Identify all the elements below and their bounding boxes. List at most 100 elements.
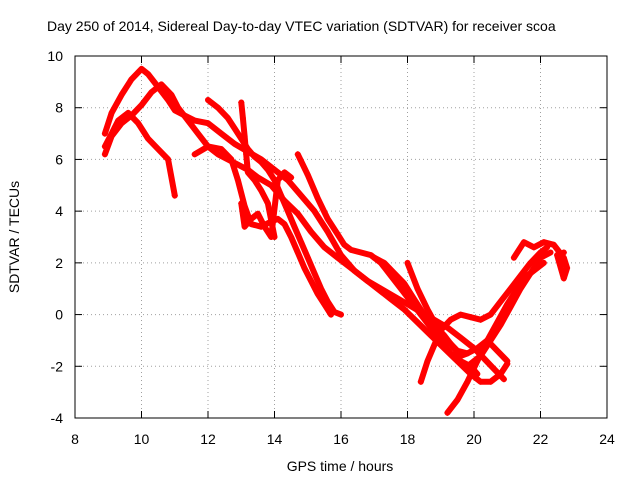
data-point-marker <box>314 290 321 297</box>
y-tick-label: 4 <box>55 203 63 219</box>
data-point-marker <box>108 109 115 116</box>
data-point-marker <box>308 277 315 284</box>
data-point-marker <box>148 89 155 96</box>
data-point-marker <box>234 177 241 184</box>
data-point-marker <box>347 265 354 272</box>
y-tick-label: 8 <box>55 100 63 116</box>
data-point-marker <box>560 249 567 256</box>
data-point-marker <box>507 303 514 310</box>
chart-title: Day 250 of 2014, Sidereal Day-to-day VTE… <box>47 18 556 34</box>
y-tick-label: 0 <box>55 307 63 323</box>
data-point-marker <box>239 115 246 122</box>
data-point-marker <box>347 246 354 253</box>
data-point-marker <box>564 265 571 272</box>
data-point-marker <box>185 117 192 124</box>
data-point-marker <box>214 104 221 111</box>
series-track <box>238 169 295 240</box>
data-point-marker <box>228 156 235 163</box>
data-point-marker <box>397 285 404 292</box>
x-tick-label: 18 <box>400 431 416 447</box>
data-point-marker <box>175 104 182 111</box>
data-point-marker <box>487 311 494 318</box>
data-point-marker <box>334 231 341 238</box>
data-point-marker <box>135 120 142 127</box>
data-point-marker <box>101 130 108 137</box>
data-point-marker <box>510 254 517 261</box>
data-point-marker <box>244 169 251 176</box>
y-tick-label: -4 <box>51 410 64 426</box>
data-point-marker <box>118 91 125 98</box>
data-point-marker <box>494 347 501 354</box>
data-point-marker <box>274 177 281 184</box>
data-point-marker <box>497 298 504 305</box>
data-point-marker <box>371 254 378 261</box>
data-point-marker <box>357 249 364 256</box>
data-point-marker <box>517 272 524 279</box>
data-point-marker <box>243 151 250 158</box>
x-tick-label: 10 <box>134 431 150 447</box>
data-point-marker <box>424 306 431 313</box>
data-point-marker <box>517 285 524 292</box>
data-point-marker <box>171 192 178 199</box>
data-point-marker <box>155 146 162 153</box>
data-point-marker <box>304 254 311 261</box>
data-point-marker <box>554 252 561 259</box>
series-track <box>101 109 178 199</box>
data-point-marker <box>258 159 265 166</box>
x-tick-label: 22 <box>533 431 549 447</box>
data-point-marker <box>334 254 341 261</box>
data-point-marker <box>424 358 431 365</box>
data-point-marker <box>421 311 428 318</box>
data-point-marker <box>381 259 388 266</box>
data-point-marker <box>278 192 285 199</box>
data-point-marker <box>281 169 288 176</box>
data-point-marker <box>191 151 198 158</box>
data-point-marker <box>321 301 328 308</box>
data-point-marker <box>271 166 278 173</box>
data-point-marker <box>540 259 547 266</box>
data-point-marker <box>540 239 547 246</box>
data-point-marker <box>500 376 507 383</box>
data-point-marker <box>294 210 301 217</box>
data-point-marker <box>115 117 122 124</box>
data-point-marker <box>520 239 527 246</box>
data-point-marker <box>444 337 451 344</box>
data-point-marker <box>341 241 348 248</box>
data-point-marker <box>497 371 504 378</box>
data-point-marker <box>530 244 537 251</box>
data-point-marker <box>281 221 288 228</box>
y-tick-label: -2 <box>51 358 64 374</box>
data-point-marker <box>454 396 461 403</box>
data-point-marker <box>427 332 434 339</box>
data-point-marker <box>487 378 494 385</box>
data-point-marker <box>231 140 238 147</box>
data-point-marker <box>431 342 438 349</box>
data-point-marker <box>447 316 454 323</box>
data-point-marker <box>467 360 474 367</box>
data-point-marker <box>264 200 271 207</box>
data-point-marker <box>464 350 471 357</box>
data-point-marker <box>560 275 567 282</box>
plot-area <box>101 65 571 416</box>
data-point-marker <box>298 192 305 199</box>
data-point-marker <box>138 65 145 72</box>
data-point-marker <box>414 285 421 292</box>
data-point-marker <box>404 259 411 266</box>
data-point-marker <box>258 187 265 194</box>
data-point-marker <box>205 143 211 150</box>
data-point-marker <box>318 285 325 292</box>
data-point-marker <box>138 102 145 109</box>
data-point-marker <box>284 208 291 215</box>
data-point-marker <box>474 371 481 378</box>
data-point-marker <box>165 156 172 163</box>
data-point-marker <box>101 143 108 150</box>
data-point-marker <box>411 296 418 303</box>
data-point-marker <box>311 270 318 277</box>
y-tick-label: 2 <box>55 255 63 271</box>
data-point-marker <box>401 306 408 313</box>
data-point-marker <box>294 249 301 256</box>
data-point-marker <box>268 234 275 240</box>
data-point-marker <box>474 345 481 352</box>
data-point-marker <box>218 130 225 137</box>
